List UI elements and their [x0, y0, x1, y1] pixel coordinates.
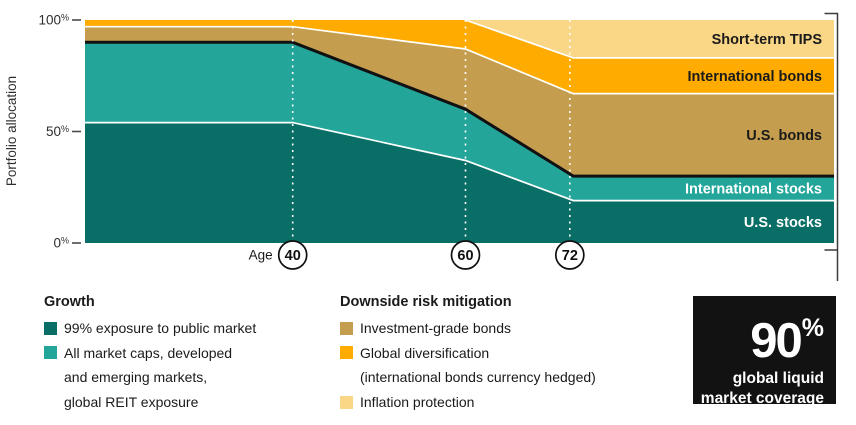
- total-equity-line: [85, 40, 834, 178]
- legend-growth-label-1: All market caps, developed: [64, 344, 233, 361]
- legend-growth-swatch-1: [44, 346, 57, 360]
- age-circle-60: [450, 240, 481, 270]
- legend-downside-label-1-cont-0: (international bonds currency hedged): [360, 369, 596, 386]
- boundary-line-u-s-stocks: [85, 121, 834, 202]
- legend-growth-items: 99% exposure to public market All market …: [44, 316, 334, 414]
- coverage-value: 90%: [699, 300, 824, 369]
- age-circle-72: [554, 240, 585, 270]
- coverage-percent-sign: %: [801, 314, 824, 342]
- y-tick-label-0: 0%: [53, 236, 69, 251]
- legend-growth-label-1-cont-1: global REIT exposure: [64, 393, 199, 410]
- legend-downside-title: Downside risk mitigation: [340, 294, 512, 310]
- portfolio-allocation-chart: U.S. stocks International stocks U.S. bond…: [4, 12, 839, 281]
- coverage-caption-line1: global liquid: [732, 370, 824, 387]
- legend-downside-items: Investment-grade bonds Global diversifica…: [340, 316, 695, 414]
- legend-growth-label-0: 99% exposure to public market: [64, 320, 257, 336]
- age-circle-40: [277, 240, 308, 270]
- legend-downside-swatch-2: [340, 395, 353, 409]
- layer-label-international-bonds: International bonds: [687, 69, 822, 85]
- legend-growth-item-0: 99% exposure to public market: [44, 316, 334, 341]
- area-international-stocks: [85, 42, 834, 201]
- coverage-caption-line2: market coverage: [700, 390, 824, 407]
- market-coverage-callout: 90% global liquid market coverage: [693, 296, 836, 407]
- legend-downside-item-1: Global diversification (international bon…: [340, 341, 695, 390]
- legend-downside-item-2: Inflation protection: [340, 390, 695, 415]
- y-axis-title: Portfolio allocation: [4, 76, 19, 186]
- layer-label-short-term-tips: Short-term TIPS: [712, 32, 823, 48]
- age-axis-label: Age: [249, 248, 273, 263]
- legend-downside: Downside risk mitigation Investment-grad…: [340, 292, 695, 414]
- legend-growth-swatch-0: [44, 321, 57, 335]
- legend-growth-item-1: All market caps, developed and emerging m…: [44, 341, 334, 415]
- chart-bracket: [824, 12, 839, 281]
- age-circle-label-60: 60: [457, 248, 473, 264]
- boundary-line-international-bonds: [465, 19, 834, 59]
- layer-label-u-s-bonds: U.S. bonds: [746, 128, 822, 144]
- area-short-term-tips: [85, 20, 834, 58]
- area-u-s-bonds: [85, 26, 834, 177]
- legend-growth-title: Growth: [44, 294, 95, 310]
- y-tick-label-50: 50%: [46, 124, 69, 139]
- legend-downside-label-0: Investment-grade bonds: [360, 320, 511, 336]
- age-circle-label-72: 72: [562, 248, 578, 264]
- y-tick-label-100: 100%: [38, 13, 69, 28]
- legend-downside-swatch-1: [340, 346, 353, 360]
- legend-downside-label-2: Inflation protection: [360, 393, 475, 410]
- area-international-bonds: [85, 20, 834, 94]
- legend-downside-swatch-0: [340, 321, 353, 335]
- age-circle-label-40: 40: [285, 248, 301, 264]
- legend-growth: Growth 99% exposure to public market All …: [44, 292, 334, 414]
- legend-downside-label-1: Global diversification: [360, 344, 490, 361]
- area-u-s-stocks: [85, 122, 834, 243]
- legend-downside-item-0: Investment-grade bonds: [340, 316, 695, 341]
- coverage-number: 90: [750, 314, 802, 368]
- boundary-line-u-s-bonds: [85, 25, 834, 95]
- layer-label-international-stocks: International stocks: [685, 181, 822, 197]
- legend-growth-label-1-cont-0: and emerging markets,: [64, 369, 208, 386]
- layer-label-u-s-stocks: U.S. stocks: [744, 215, 822, 231]
